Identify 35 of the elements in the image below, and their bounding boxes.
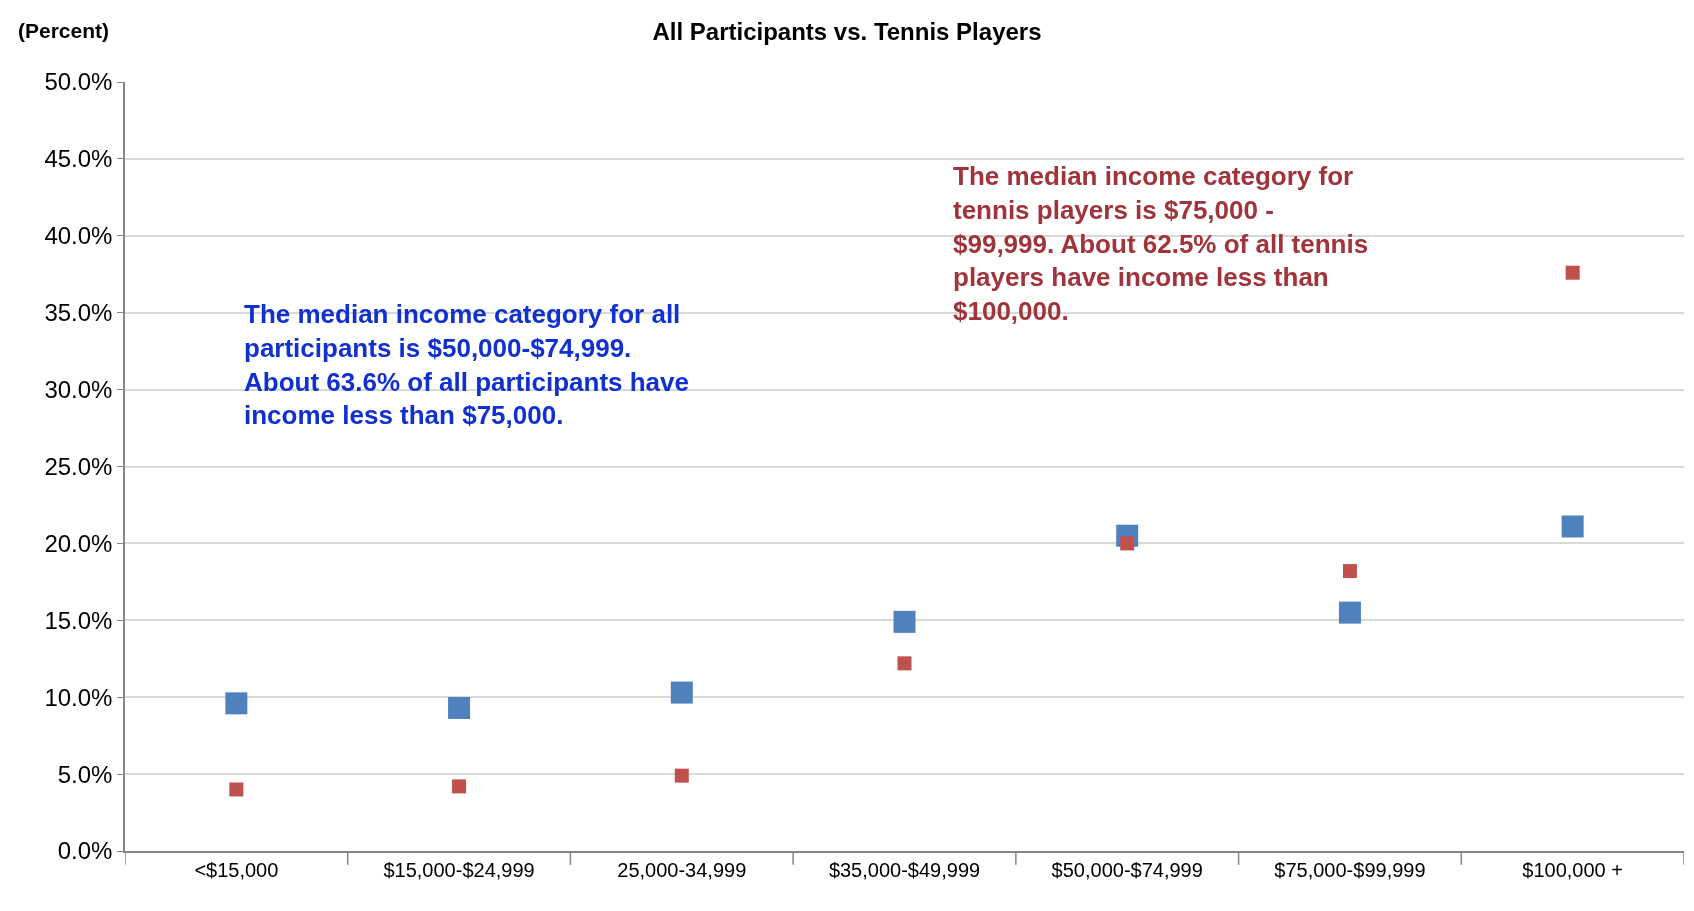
point: [1565, 265, 1580, 280]
annotation: The median income category for tennis players is $75,000 - $99,999. About 62.5% of all tennis players have income less than $100,000.: [953, 161, 1369, 327]
point: [1561, 515, 1584, 538]
point: [897, 656, 912, 671]
x-tick-label: $35,000-$49,999: [828, 858, 981, 881]
point: [1120, 536, 1135, 551]
y-tick-label: 10.0%: [44, 683, 113, 711]
point: [670, 681, 693, 704]
x-tick-label: $50,000-$74,999: [1051, 858, 1203, 881]
point: [674, 768, 689, 783]
x-tick-label: <$15,000: [194, 858, 279, 881]
y-tick-label: 50.0%: [44, 68, 113, 96]
point: [452, 779, 467, 794]
point: [1338, 601, 1361, 624]
point: [229, 782, 244, 797]
y-tick-label: 5.0%: [57, 760, 113, 788]
y-tick-label: 0.0%: [57, 837, 113, 865]
y-tick-label: 25.0%: [44, 452, 113, 480]
y-tick-label: 40.0%: [44, 222, 113, 250]
x-tick-label: $75,000-$99,999: [1274, 858, 1426, 881]
y-tick-label: 30.0%: [44, 376, 113, 403]
x-tick-label: $100,000 +: [1522, 858, 1623, 881]
y-tick-label: 20.0%: [44, 529, 113, 557]
x-tick-label: $15,000-$24,999: [383, 858, 535, 881]
chart-title: All Participants vs. Tennis Players: [652, 17, 1042, 45]
point: [1342, 564, 1357, 579]
x-tick-label: 25,000-34,999: [617, 858, 747, 881]
y-tick-label: 45.0%: [44, 145, 113, 173]
y-tick-label: 15.0%: [44, 606, 113, 634]
point: [893, 610, 916, 633]
annotation: The median income category for all participants is $50,000-$74,999. About 63.6% of all participants have income less than $75,000.: [244, 299, 689, 431]
y-axis-title: (Percent): [18, 19, 110, 42]
y-tick-label: 35.0%: [44, 299, 113, 327]
point: [448, 696, 471, 719]
point: [225, 692, 248, 715]
